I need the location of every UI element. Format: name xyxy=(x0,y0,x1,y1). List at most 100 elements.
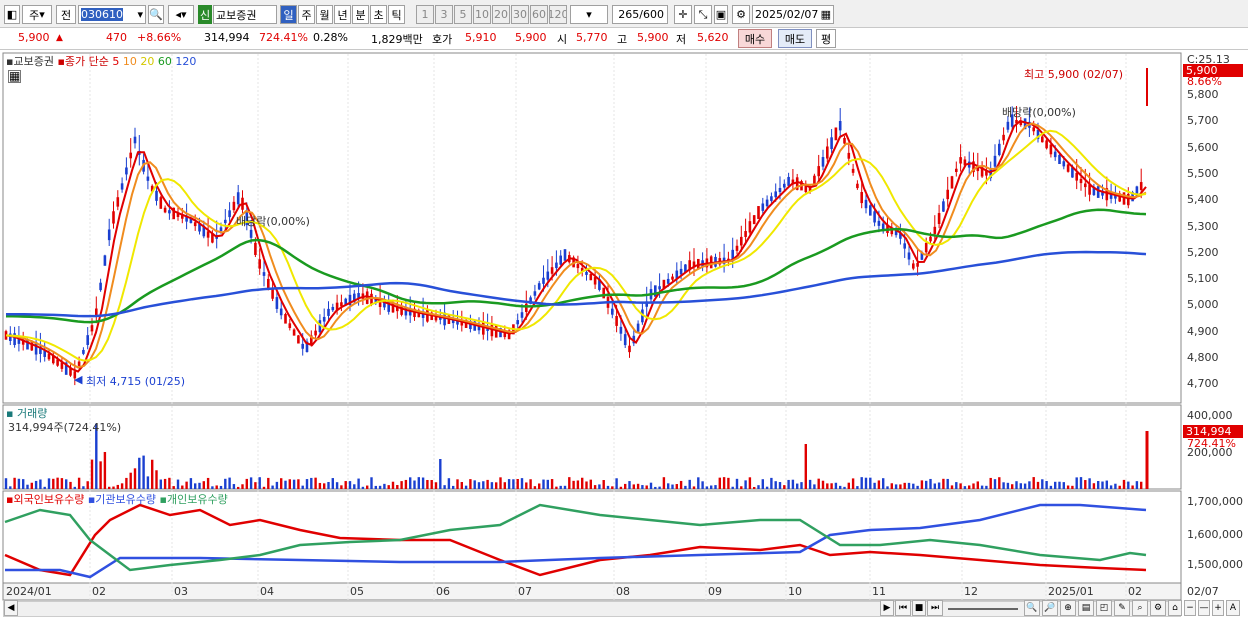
scroll-left-icon[interactable]: ◀ xyxy=(4,600,18,616)
scroll-right-icon[interactable]: ▶ xyxy=(880,600,894,616)
volume-bar xyxy=(490,482,494,489)
candle-body xyxy=(176,213,180,217)
dash-icon[interactable]: — xyxy=(1198,600,1210,616)
volume-bar xyxy=(404,479,408,489)
candle-body xyxy=(464,320,468,328)
candle-body xyxy=(460,320,464,326)
crosshair-icon[interactable]: ✛ xyxy=(674,5,692,24)
candle-body xyxy=(262,272,266,276)
period-tab[interactable]: 주 xyxy=(298,5,315,24)
legend-square-icon: ▪ xyxy=(57,55,65,68)
candle-body xyxy=(69,367,72,376)
period-tab[interactable]: 틱 xyxy=(388,5,405,24)
avg-button[interactable]: 평 xyxy=(816,29,836,48)
current-price: 5,900 xyxy=(18,31,50,44)
plus-icon[interactable]: + xyxy=(1212,600,1224,616)
candle-body xyxy=(1058,154,1061,165)
chart-svg[interactable] xyxy=(0,50,1248,621)
volume-bar xyxy=(22,479,25,489)
first-page-icon[interactable]: ⏮ xyxy=(895,600,911,616)
volume-bar xyxy=(843,486,846,489)
volume-bar xyxy=(568,477,571,489)
interval-tab[interactable]: 30 xyxy=(511,5,529,24)
interval-select[interactable]: ▾ xyxy=(570,5,608,24)
speaker-icon[interactable]: ◂▾ xyxy=(168,5,194,24)
font-size-icon[interactable]: A xyxy=(1226,600,1240,616)
candle-body xyxy=(838,121,842,131)
save-icon[interactable]: ▣ xyxy=(714,5,728,24)
volume-bar xyxy=(658,486,661,489)
gear-icon[interactable]: ⚙ xyxy=(732,5,750,24)
x-axis-frame xyxy=(2,582,1182,601)
candle-body xyxy=(860,192,863,204)
stock-code-input[interactable]: 030610 ▾ xyxy=(78,5,146,24)
count-field[interactable]: 265/600 xyxy=(612,5,668,24)
volume-bar xyxy=(628,481,631,489)
count-value: 265 xyxy=(618,8,640,21)
interval-tab[interactable]: 10 xyxy=(473,5,491,24)
candle-body xyxy=(172,207,175,220)
minus-icon[interactable]: − xyxy=(1184,600,1196,616)
period-tab[interactable]: 분 xyxy=(352,5,369,24)
legend-ma5: 5 xyxy=(112,55,120,68)
period-tab[interactable]: 일 xyxy=(280,5,297,24)
candle-body xyxy=(929,236,932,242)
candle-body xyxy=(279,308,283,316)
volume-bar xyxy=(903,482,906,489)
zoom-out-icon[interactable]: 🔎 xyxy=(1042,600,1058,616)
period-tab[interactable]: 초 xyxy=(370,5,387,24)
interval-tab[interactable]: 20 xyxy=(492,5,510,24)
magnifier-icon[interactable]: ⌕ xyxy=(1132,600,1148,616)
search-icon[interactable]: 🔍 xyxy=(148,5,164,24)
candle-body xyxy=(254,242,257,255)
layout-icon[interactable]: ◧ xyxy=(4,5,20,24)
grid-icon[interactable]: ▦ xyxy=(8,69,21,83)
candle-body xyxy=(834,127,838,141)
candle-body xyxy=(546,271,550,280)
period-tab[interactable]: 년 xyxy=(334,5,351,24)
chart-tool-icon[interactable]: ⤡ xyxy=(694,5,712,24)
volume-bar xyxy=(17,478,21,489)
period-tab[interactable]: 월 xyxy=(316,5,333,24)
candle-body xyxy=(107,229,111,241)
draw-icon[interactable]: ✎ xyxy=(1114,600,1130,616)
date-input[interactable]: 2025/02/07 ▦ xyxy=(752,5,834,24)
chart-type-select[interactable]: 주 ▾ xyxy=(22,5,52,24)
interval-tab[interactable]: 120 xyxy=(549,5,567,24)
interval-tab[interactable]: 3 xyxy=(435,5,453,24)
candle-body xyxy=(56,359,59,366)
stock-name[interactable]: 교보증권 xyxy=(213,5,277,24)
volume-bar xyxy=(335,482,339,489)
interval-tab[interactable]: 60 xyxy=(530,5,548,24)
candle-body xyxy=(529,297,532,304)
interval-tab[interactable]: 5 xyxy=(454,5,472,24)
buy-button[interactable]: 매수 xyxy=(738,29,772,48)
volume-bar xyxy=(366,485,369,489)
stop-icon[interactable]: ■ xyxy=(912,600,926,616)
volume-bar xyxy=(735,478,739,489)
zoom-reset-icon[interactable]: ⊕ xyxy=(1060,600,1076,616)
zoom-in-icon[interactable]: 🔍 xyxy=(1024,600,1040,616)
grid xyxy=(89,54,1127,600)
holder-ytick-2: 1,600,000 xyxy=(1187,528,1243,541)
candle-body xyxy=(421,311,425,319)
x-tick-label: 04 xyxy=(260,585,274,598)
zoom-slider[interactable] xyxy=(948,608,1018,610)
volume-bar xyxy=(830,483,833,489)
candle-body xyxy=(770,196,773,201)
volume-bar xyxy=(13,477,16,489)
settings-icon[interactable]: ⚙ xyxy=(1150,600,1166,616)
volume-bar xyxy=(804,444,807,489)
home-icon[interactable]: ⌂ xyxy=(1168,600,1182,616)
sell-button[interactable]: 매도 xyxy=(778,29,812,48)
chart-view-icon[interactable]: ◰ xyxy=(1096,600,1112,616)
volume-bar xyxy=(675,484,678,489)
candle-body xyxy=(688,260,691,271)
interval-tab[interactable]: 1 xyxy=(416,5,434,24)
prev-button[interactable]: 전 xyxy=(56,5,76,24)
print-icon[interactable]: ▤ xyxy=(1078,600,1094,616)
last-page-icon[interactable]: ⏭ xyxy=(927,600,943,616)
candle-body xyxy=(503,330,507,338)
candle-body xyxy=(490,324,494,337)
volume-bar xyxy=(619,486,623,489)
